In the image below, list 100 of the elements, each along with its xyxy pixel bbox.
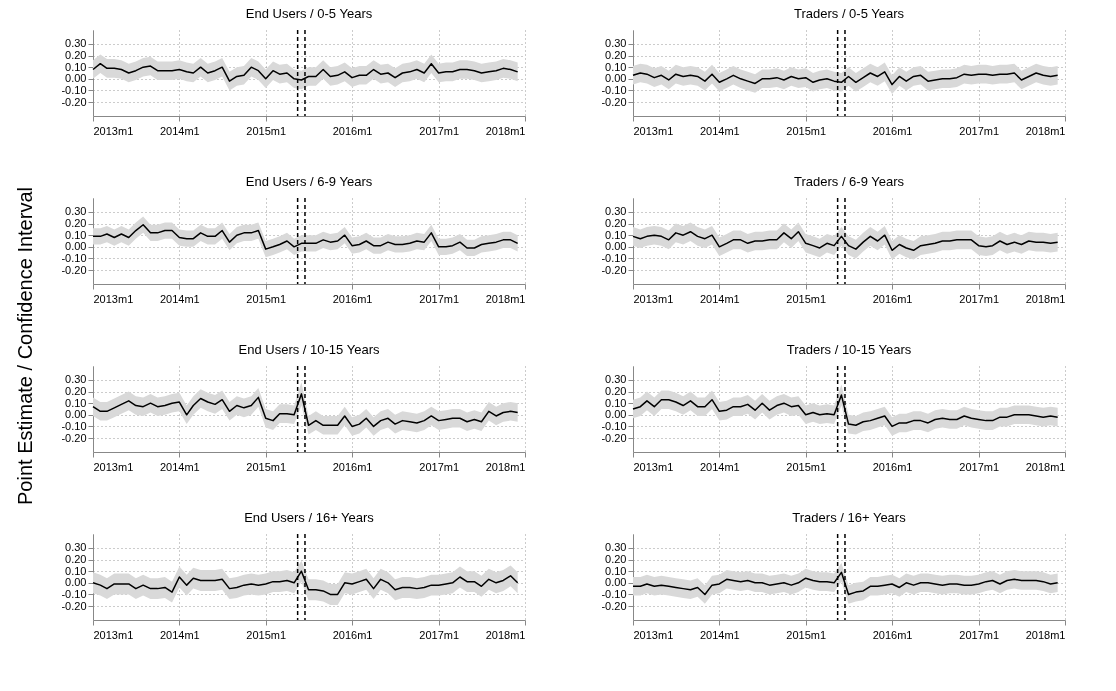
x-tick-label: 2018m1 [1025,460,1066,473]
x-tick-label: 2013m1 [633,628,674,641]
x-tick-label: 2017m1 [419,628,460,641]
y-tick-label: 0.30 [605,205,627,218]
x-tick-label: 2018m1 [485,460,526,473]
y-tick-label: -0.20 [601,431,627,444]
x-tick-label: 2015m1 [786,292,827,305]
y-tick-label: 0.10 [65,60,87,73]
y-tick-label: -0.20 [61,431,87,444]
x-tick-label: 2017m1 [419,460,460,473]
y-tick-label: -0.10 [601,251,627,264]
y-tick-label: 0.10 [65,564,87,577]
y-tick-label: 0.00 [605,408,627,421]
x-tick-label: 2016m1 [872,628,913,641]
y-tick-label: -0.10 [601,83,627,96]
x-tick-label: 2015m1 [246,292,287,305]
y-tick-label: 0.10 [65,396,87,409]
y-tick-label: 0.00 [65,576,87,589]
y-tick-label: -0.10 [601,587,627,600]
x-tick-label: 2017m1 [419,292,460,305]
x-tick-label: 2015m1 [786,628,827,641]
y-tick-label: 0.30 [605,37,627,50]
chart-title: End Users / 10-15 Years [238,342,380,358]
x-tick-label: 2013m1 [93,292,134,305]
y-tick-label: 0.30 [605,541,627,554]
y-tick-label: 0.20 [65,553,87,566]
y-tick-label: -0.20 [61,95,87,108]
x-tick-label: 2014m1 [699,628,740,641]
x-tick-label: 2016m1 [332,460,373,473]
y-tick-label: -0.10 [61,587,87,600]
x-tick-label: 2014m1 [699,460,740,473]
x-tick-label: 2014m1 [159,124,200,137]
y-tick-label: -0.20 [61,263,87,276]
chart-title: Traders / 6-9 Years [793,174,905,190]
x-tick-label: 2015m1 [786,460,827,473]
x-tick-label: 2017m1 [959,460,1000,473]
y-tick-label: 0.00 [65,72,87,85]
x-tick-label: 2016m1 [872,460,913,473]
y-tick-label: -0.10 [61,83,87,96]
chart-title: End Users / 16+ Years [244,510,375,526]
x-tick-label: 2018m1 [485,124,526,137]
x-tick-label: 2016m1 [332,292,373,305]
x-tick-label: 2017m1 [959,628,1000,641]
y-tick-label: 0.20 [605,49,627,62]
y-tick-label: 0.20 [605,553,627,566]
y-tick-label: -0.20 [61,599,87,612]
y-tick-label: -0.10 [61,419,87,432]
x-tick-label: 2015m1 [246,628,287,641]
x-tick-label: 2014m1 [159,292,200,305]
x-tick-label: 2015m1 [246,124,287,137]
x-tick-label: 2016m1 [332,628,373,641]
x-tick-label: 2016m1 [872,292,913,305]
x-tick-label: 2017m1 [959,292,1000,305]
x-tick-label: 2017m1 [419,124,460,137]
y-tick-label: 0.20 [605,385,627,398]
y-axis-title: Point Estimate / Confidence Interval [13,186,37,505]
y-tick-label: 0.10 [605,60,627,73]
x-tick-label: 2013m1 [93,124,134,137]
y-tick-label: -0.20 [601,95,627,108]
x-tick-label: 2014m1 [699,124,740,137]
y-tick-label: 0.20 [65,49,87,62]
x-tick-label: 2013m1 [633,124,674,137]
x-tick-label: 2015m1 [786,124,827,137]
x-tick-label: 2018m1 [1025,292,1066,305]
chart-title: End Users / 6-9 Years [245,174,373,190]
chart-title: Traders / 16+ Years [792,510,907,526]
x-tick-label: 2013m1 [633,292,674,305]
y-tick-label: 0.00 [605,576,627,589]
x-tick-label: 2014m1 [159,628,200,641]
chart-title: Traders / 10-15 Years [786,342,912,358]
y-tick-label: 0.20 [65,217,87,230]
x-tick-label: 2015m1 [246,460,287,473]
x-tick-label: 2018m1 [485,628,526,641]
y-tick-label: 0.10 [65,228,87,241]
y-tick-label: 0.30 [65,37,87,50]
y-tick-label: 0.30 [65,373,87,386]
y-tick-label: 0.20 [605,217,627,230]
x-tick-label: 2018m1 [1025,628,1066,641]
y-tick-label: 0.10 [605,228,627,241]
y-tick-label: -0.20 [601,599,627,612]
x-tick-label: 2016m1 [872,124,913,137]
y-tick-label: 0.00 [65,240,87,253]
y-tick-label: 0.30 [65,205,87,218]
y-tick-label: 0.00 [605,240,627,253]
x-tick-label: 2018m1 [485,292,526,305]
x-tick-label: 2013m1 [93,628,134,641]
y-tick-label: 0.00 [65,408,87,421]
y-tick-label: -0.10 [601,419,627,432]
y-tick-label: 0.10 [605,564,627,577]
y-tick-label: 0.20 [65,385,87,398]
y-tick-label: 0.10 [605,396,627,409]
chart-title: End Users / 0-5 Years [245,6,373,22]
y-tick-label: 0.00 [605,72,627,85]
x-tick-label: 2014m1 [699,292,740,305]
x-tick-label: 2018m1 [1025,124,1066,137]
x-tick-label: 2016m1 [332,124,373,137]
y-tick-label: -0.10 [61,251,87,264]
y-tick-label: 0.30 [605,373,627,386]
y-tick-label: 0.30 [65,541,87,554]
chart-title: Traders / 0-5 Years [793,6,905,22]
